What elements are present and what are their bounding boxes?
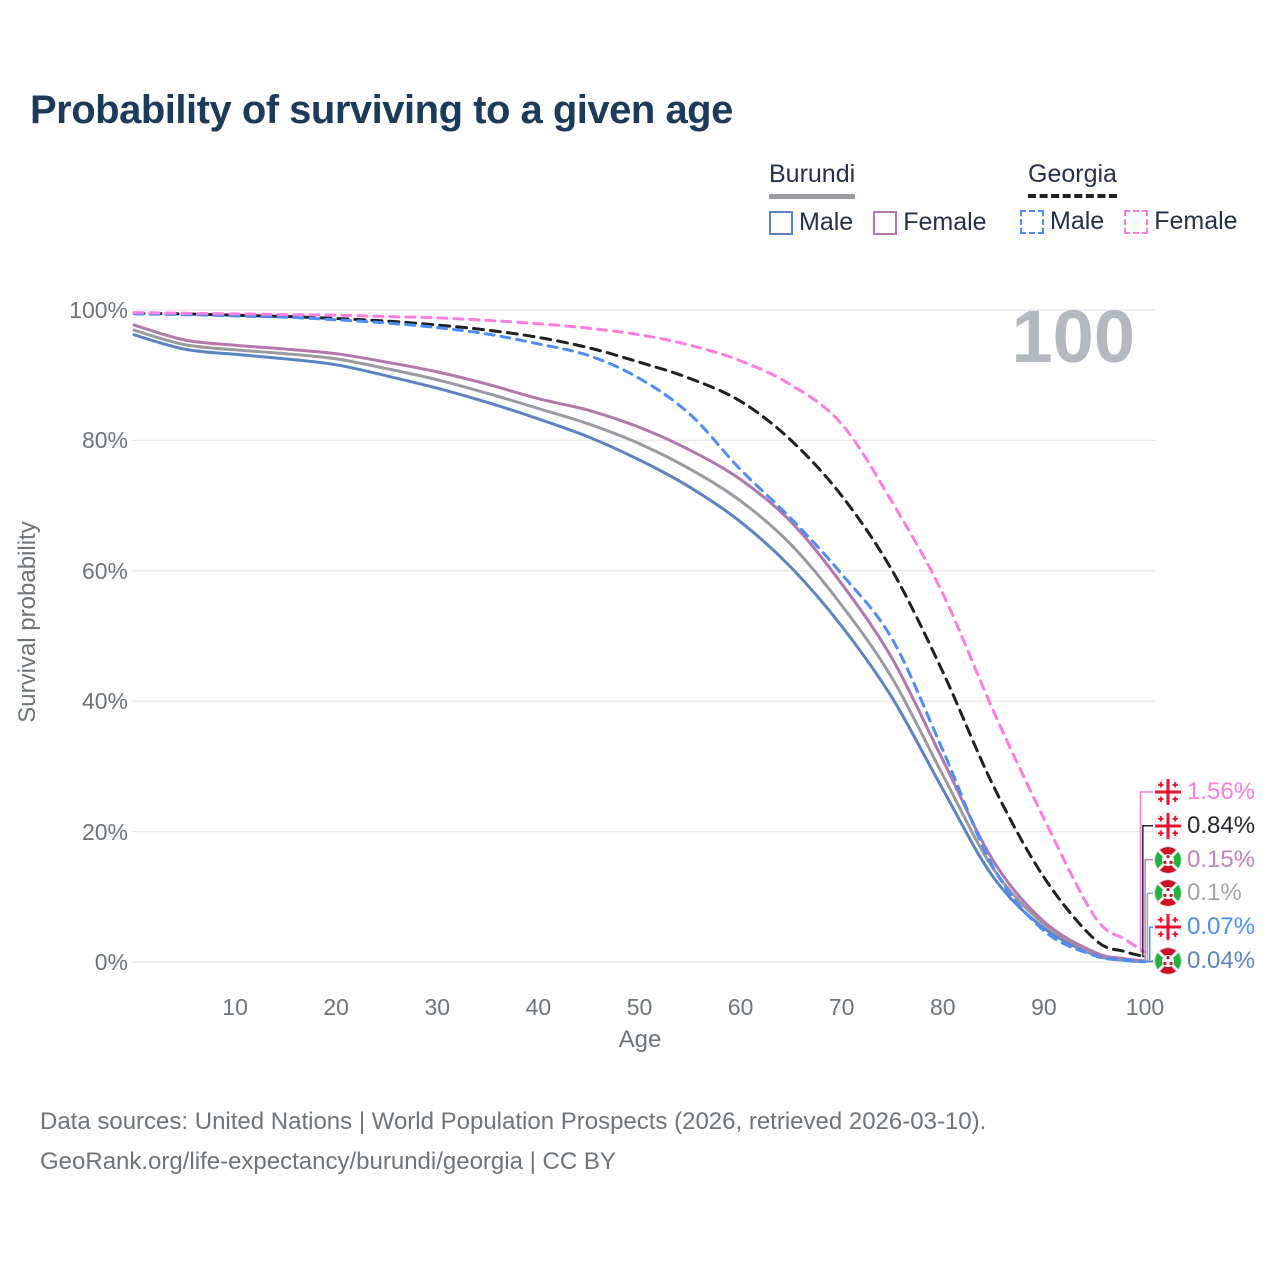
survival-curves <box>132 311 1147 964</box>
legend-item-label: Female <box>903 208 987 236</box>
x-tick-10: 10 <box>222 994 248 1020</box>
legend-group-georgia: Georgia Male Female <box>1020 160 1258 236</box>
legend-item-label: Male <box>799 208 854 236</box>
page-title: Probability of surviving to a given age <box>30 88 733 132</box>
leader-line-burundi-male <box>1145 960 1153 963</box>
end-label-value: 0.04% <box>1187 947 1256 974</box>
y-tick-20%: 20% <box>81 818 128 845</box>
gridlines <box>132 309 1155 963</box>
series-line-burundi-female <box>132 323 1147 963</box>
y-tick-0%: 0% <box>94 949 128 975</box>
georgia-male-swatch-icon <box>1020 209 1044 234</box>
legend-item-label: Female <box>1154 207 1238 235</box>
end-label-value: 1.56% <box>1187 778 1256 805</box>
end-label-georgia-female: 1.56% <box>1154 778 1255 806</box>
georgia-flag-icon <box>1154 778 1182 806</box>
series-line-burundi-male <box>132 333 1147 964</box>
end-label-georgia-male: 0.07% <box>1154 913 1256 942</box>
burundi-male-swatch-icon <box>769 210 793 235</box>
x-tick-20: 20 <box>323 994 349 1020</box>
end-label-value: 0.84% <box>1187 811 1256 839</box>
x-tick-40: 40 <box>525 994 552 1020</box>
x-tick-80: 80 <box>930 994 956 1020</box>
legend-item-burundi-female[interactable]: Female <box>873 208 987 237</box>
y-tick-100%: 100% <box>69 297 128 323</box>
end-label-burundi-female: 0.15% <box>1154 846 1255 874</box>
legend-item-georgia-male[interactable]: Male <box>1020 207 1104 236</box>
series-line-georgia-male <box>132 312 1147 963</box>
x-tick-90: 90 <box>1031 994 1057 1020</box>
burundi-flag-icon <box>1154 845 1182 874</box>
y-tick-40%: 40% <box>81 688 128 715</box>
series-line-georgia-female <box>132 311 1147 954</box>
x-axis-title: Age <box>618 1026 662 1053</box>
legend-item-georgia-female[interactable]: Female <box>1124 207 1238 236</box>
attribution-line: GeoRank.org/life-expectancy/burundi/geor… <box>40 1148 616 1175</box>
series-line-burundi-mean <box>132 328 1147 963</box>
leader-line-georgia-mean <box>1142 825 1153 958</box>
legend-item-burundi-male[interactable]: Male <box>769 208 853 237</box>
end-label-value: 0.15% <box>1187 845 1256 873</box>
leader-line-georgia-male <box>1145 926 1153 963</box>
burundi-female-swatch-icon <box>873 210 898 235</box>
georgia-flag-icon <box>1154 811 1182 840</box>
georgia-female-swatch-icon <box>1124 209 1149 234</box>
x-tick-60: 60 <box>727 994 754 1020</box>
end-label-value: 0.07% <box>1187 913 1256 941</box>
x-tick-70: 70 <box>828 994 855 1020</box>
georgia-flag-icon <box>1154 913 1182 942</box>
age-watermark: 100 <box>1011 295 1135 378</box>
burundi-flag-icon <box>1154 947 1182 975</box>
data-source-line: Data sources: United Nations | World Pop… <box>40 1108 987 1135</box>
x-tick-50: 50 <box>626 994 653 1020</box>
y-tick-60%: 60% <box>81 557 128 584</box>
end-label-leader-lines <box>1139 791 1153 963</box>
legend-group-burundi: Burundi Male Female <box>769 160 1007 237</box>
x-tick-100: 100 <box>1125 994 1165 1020</box>
y-tick-80%: 80% <box>81 427 128 454</box>
x-tick-30: 30 <box>424 994 451 1020</box>
legend-header-georgia[interactable]: Georgia <box>1028 160 1117 198</box>
end-label-burundi-male: 0.04% <box>1154 947 1255 975</box>
end-label-georgia-mean: 0.84% <box>1154 812 1255 840</box>
legend-item-label: Male <box>1050 207 1105 235</box>
end-label-value: 0.1% <box>1187 879 1242 907</box>
end-label-burundi-mean: 0.1% <box>1154 879 1242 908</box>
legend-header-burundi[interactable]: Burundi <box>769 160 856 199</box>
burundi-flag-icon <box>1154 879 1182 908</box>
